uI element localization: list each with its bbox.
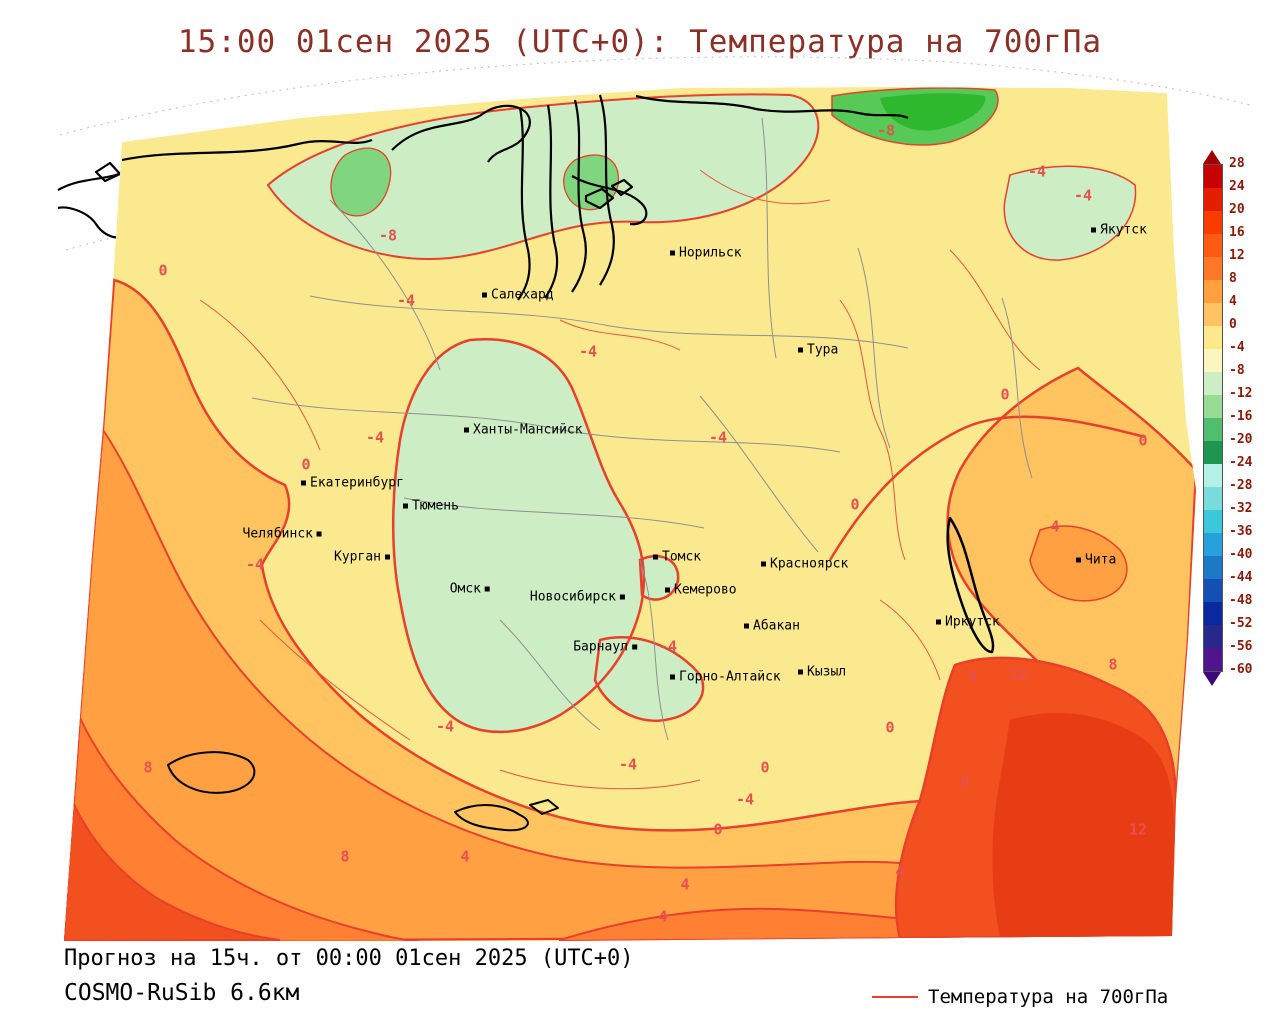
colorbar-segment xyxy=(1203,533,1223,556)
colorbar-segment xyxy=(1203,418,1223,441)
colorbar-segment xyxy=(1203,510,1223,533)
colorbar-tick-label: 8 xyxy=(1229,271,1237,286)
colorbar-segment xyxy=(1203,164,1223,188)
colorbar-segment xyxy=(1203,257,1223,280)
map-legend: Температура на 700гПа xyxy=(872,986,1168,1008)
colorbar-tick-label: 12 xyxy=(1229,248,1245,263)
colorbar-tick-label: -4 xyxy=(1229,340,1245,355)
colorbar-tick-label: -8 xyxy=(1229,363,1245,378)
colorbar-segment xyxy=(1203,625,1223,648)
colorbar-tick-label: -20 xyxy=(1229,432,1253,447)
page-title: 15:00 01сен 2025 (UTC+0): Температура на… xyxy=(177,24,1103,60)
colorbar-segment xyxy=(1203,487,1223,510)
colorbar-tick-label: -12 xyxy=(1229,386,1253,401)
colorbar-segment xyxy=(1203,234,1223,257)
colorbar-tick-label: -28 xyxy=(1229,478,1253,493)
southern-lakes-outline xyxy=(167,751,559,832)
colorbar-tick-label: -40 xyxy=(1229,547,1253,562)
colorbar-segment xyxy=(1203,464,1223,487)
lake-baikal-outline xyxy=(946,516,995,654)
coastline-arctic xyxy=(121,94,909,301)
thin-contours xyxy=(199,169,1041,790)
colorbar-segment xyxy=(1203,556,1223,579)
legend-line-sample xyxy=(872,996,918,998)
colorbar-arrow-bottom xyxy=(1203,672,1221,686)
colorbar-tick-label: -60 xyxy=(1229,662,1253,677)
legend-label: Температура на 700гПа xyxy=(928,986,1169,1008)
colorbar-segment xyxy=(1203,280,1223,303)
colorbar-segment xyxy=(1203,188,1223,211)
colorbar-segment xyxy=(1203,441,1223,464)
colorbar-tick-label: 20 xyxy=(1229,202,1245,217)
colorbar-tick-label: -36 xyxy=(1229,524,1253,539)
temperature-field xyxy=(64,87,1196,941)
colorbar-segment xyxy=(1203,211,1223,234)
colorbar-segment xyxy=(1203,395,1223,418)
admin-boundaries xyxy=(251,117,1033,741)
colorbar-tick-label: 0 xyxy=(1229,317,1237,332)
colorbar-segments xyxy=(1203,164,1273,672)
model-text: COSMO-RuSib 6.6км xyxy=(64,980,300,1006)
colorbar-tick-label: 16 xyxy=(1229,225,1245,240)
colorbar-tick-label: -16 xyxy=(1229,409,1253,424)
colorbar-tick-label: -56 xyxy=(1229,639,1253,654)
colorbar-segment xyxy=(1203,602,1223,625)
colorbar-arrow-top xyxy=(1203,150,1221,164)
colorbar-tick-label: -52 xyxy=(1229,616,1253,631)
colorbar-segment xyxy=(1203,579,1223,602)
colorbar-segment xyxy=(1203,326,1223,349)
colorbar-segment xyxy=(1203,372,1223,395)
colorbar-tick-label: -24 xyxy=(1229,455,1253,470)
colorbar-tick-label: 4 xyxy=(1229,294,1237,309)
colorbar: 28 24 20 16 12 8 4 0 -4 -8 -12 -16 -20 -24 -28 -32 -36 -4… xyxy=(1203,150,1273,686)
colorbar-tick-label: -32 xyxy=(1229,501,1253,516)
colorbar-segment xyxy=(1203,303,1223,326)
colorbar-tick-label: 24 xyxy=(1229,179,1245,194)
colorbar-tick-label: -44 xyxy=(1229,570,1253,585)
forecast-text: Прогноз на 15ч. от 00:00 01сен 2025 (UTC… xyxy=(64,946,634,971)
colorbar-tick-label: 28 xyxy=(1229,156,1245,171)
colorbar-segment xyxy=(1203,349,1223,372)
colorbar-segment xyxy=(1203,648,1223,672)
colorbar-tick-label: -48 xyxy=(1229,593,1253,608)
